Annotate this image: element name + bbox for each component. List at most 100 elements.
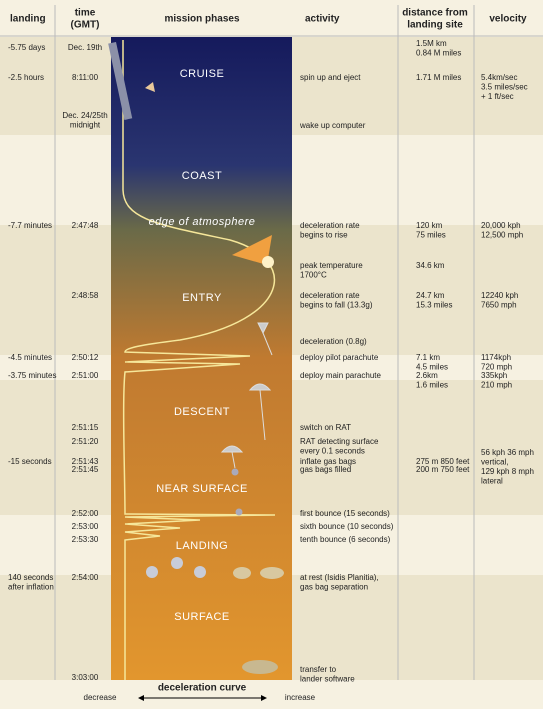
distance-text: 24.7 km [416,291,445,300]
time-text: Dec. 24/25th [62,111,107,120]
activity-text: transfer to [300,665,337,674]
velocity-text: 5.4km/sec [481,73,517,82]
distance-text: 34.6 km [416,261,445,270]
header-distance: landing site [407,20,463,31]
time-text: 3:03:00 [72,673,99,682]
header-time: (GMT) [71,20,100,31]
velocity-text: 56 kph 36 mph [481,448,534,457]
landing-text: -4.5 minutes [8,353,52,362]
velocity-text: 210 mph [481,381,512,390]
phase-label: edge of atmosphere [149,216,256,228]
activity-text: spin up and eject [300,73,361,82]
activity-text: tenth bounce (6 seconds) [300,535,391,544]
distance-text: 7.1 km [416,353,440,362]
activity-text: begins to rise [300,231,348,240]
time-text: 2:53:30 [72,535,99,544]
header-activity: activity [305,14,340,25]
distance-text: 2.6km [416,371,438,380]
header-time: time [75,8,96,19]
phase-label: ENTRY [182,292,222,304]
velocity-text: 129 kph 8 mph [481,467,534,476]
velocity-text: 335kph [481,371,507,380]
distance-text: 75 miles [416,231,446,240]
velocity-text: 12,500 mph [481,231,523,240]
time-text: 2:47:48 [72,221,99,230]
landing-text: -15 seconds [8,457,52,466]
activity-text: inflate gas bags [300,457,356,466]
activity-text: deceleration rate [300,291,360,300]
velocity-text: lateral [481,477,503,486]
header-phases: mission phases [164,14,239,25]
phase-label: DESCENT [174,406,230,418]
phase-label: NEAR SURFACE [156,483,248,495]
time-text: 2:51:45 [72,465,99,474]
time-text: 2:51:00 [72,371,99,380]
activity-text: gas bags filled [300,465,351,474]
header-landing: landing [10,14,46,25]
activity-text: deceleration rate [300,221,360,230]
deceleration-curve [122,40,276,680]
landing-text: -2.5 hours [8,73,44,82]
time-text: midnight [70,121,101,130]
time-text: 2:51:15 [72,423,99,432]
activity-text: wake up computer [299,121,366,130]
activity-text: peak temperature [300,261,363,270]
footer-right: increase [285,693,316,702]
velocity-text: vertical, [481,458,509,467]
phase-label: SURFACE [174,611,229,623]
distance-text: 0.84 M miles [416,49,461,58]
time-text: 2:51:43 [72,457,99,466]
activity-text: switch on RAT [300,423,351,432]
velocity-text: 12240 kph [481,291,518,300]
velocity-text: 7650 mph [481,301,517,310]
landing-text: after inflation [8,583,54,592]
distance-text: 15.3 miles [416,301,452,310]
column-lines [0,5,543,680]
activity-text: deploy pilot parachute [300,353,379,362]
distance-text: 1.71 M miles [416,73,461,82]
activity-text: deploy main parachute [300,371,381,380]
phase-label: CRUISE [180,68,225,80]
activity-text: sixth bounce (10 seconds) [300,522,394,531]
time-text: 2:53:00 [72,522,99,531]
velocity-text: 20,000 kph [481,221,521,230]
time-text: 2:54:00 [72,573,99,582]
velocity-text: 3.5 miles/sec [481,83,528,92]
time-text: 2:52:00 [72,509,99,518]
landing-text: -3.75 minutes [8,371,56,380]
distance-text: 120 km [416,221,443,230]
header-velocity: velocity [489,14,527,25]
landing-text: -7.7 minutes [8,221,52,230]
time-text: 8:11:00 [72,73,99,82]
distance-text: 4.5 miles [416,363,448,372]
time-text: 2:51:20 [72,437,99,446]
footer-title: deceleration curve [158,683,247,694]
header-distance: distance from [402,8,468,19]
landing-text: 140 seconds [8,573,53,582]
distance-text: 200 m 750 feet [416,465,470,474]
activity-text: at rest (Isidis Planitia), [300,573,379,582]
distance-text: 275 m 850 feet [416,457,470,466]
landing-text: -5.75 days [8,43,45,52]
distance-text: 1.5M km [416,39,447,48]
activity-text: gas bag separation [300,583,368,592]
velocity-text: 1174kph [481,353,511,362]
activity-text: 1700°C [300,271,327,280]
distance-text: 1.6 miles [416,381,448,390]
activity-text: lander software [300,675,355,684]
time-text: 2:48:58 [72,291,99,300]
footer-left: decrease [84,693,117,702]
time-text: Dec. 19th [68,43,102,52]
activity-text: every 0.1 seconds [300,447,365,456]
activity-text: begins to fall (13.3g) [300,301,373,310]
activity-text: deceleration (0.8g) [300,337,367,346]
velocity-text: + 1 ft/sec [481,92,514,101]
velocity-text: 720 mph [481,363,512,372]
illustrations [108,41,284,674]
activity-text: RAT detecting surface [300,437,379,446]
phase-label: LANDING [176,540,228,552]
time-text: 2:50:12 [72,353,99,362]
activity-text: first bounce (15 seconds) [300,509,390,518]
phase-label: COAST [182,170,222,182]
